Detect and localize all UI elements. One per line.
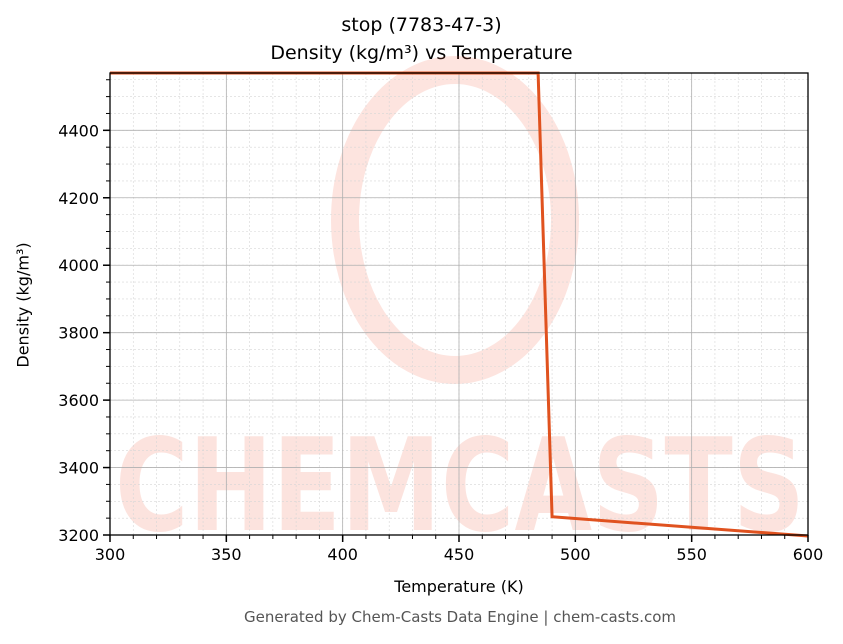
svg-text:4400: 4400 — [58, 121, 99, 140]
y-axis-label: Density (kg/m³) — [13, 242, 33, 368]
x-axis-label: Temperature (K) — [394, 577, 524, 596]
svg-text:4200: 4200 — [58, 189, 99, 208]
svg-text:500: 500 — [560, 545, 591, 564]
svg-text:3400: 3400 — [58, 459, 99, 478]
svg-text:450: 450 — [444, 545, 475, 564]
svg-text:600: 600 — [793, 545, 824, 564]
svg-text:550: 550 — [676, 545, 707, 564]
svg-text:400: 400 — [327, 545, 358, 564]
svg-text:4000: 4000 — [58, 256, 99, 275]
svg-text:3800: 3800 — [58, 324, 99, 343]
svg-text:3200: 3200 — [58, 526, 99, 545]
svg-text:CHEMCASTS: CHEMCASTS — [115, 412, 805, 561]
chart-subtitle: Density (kg/m³) vs Temperature — [270, 42, 573, 64]
footer-credit: Generated by Chem-Casts Data Engine | ch… — [243, 608, 677, 626]
svg-text:3600: 3600 — [58, 391, 99, 410]
watermark: CHEMCASTS — [115, 56, 805, 561]
svg-text:350: 350 — [211, 545, 242, 564]
svg-text:300: 300 — [95, 545, 126, 564]
chart-title: stop (7783-47-3) — [341, 14, 502, 36]
axis-ticks — [103, 79, 809, 542]
tick-labels: 300 350 400 450 500 550 600 3200 3400 3600 3800 400… — [58, 121, 823, 564]
